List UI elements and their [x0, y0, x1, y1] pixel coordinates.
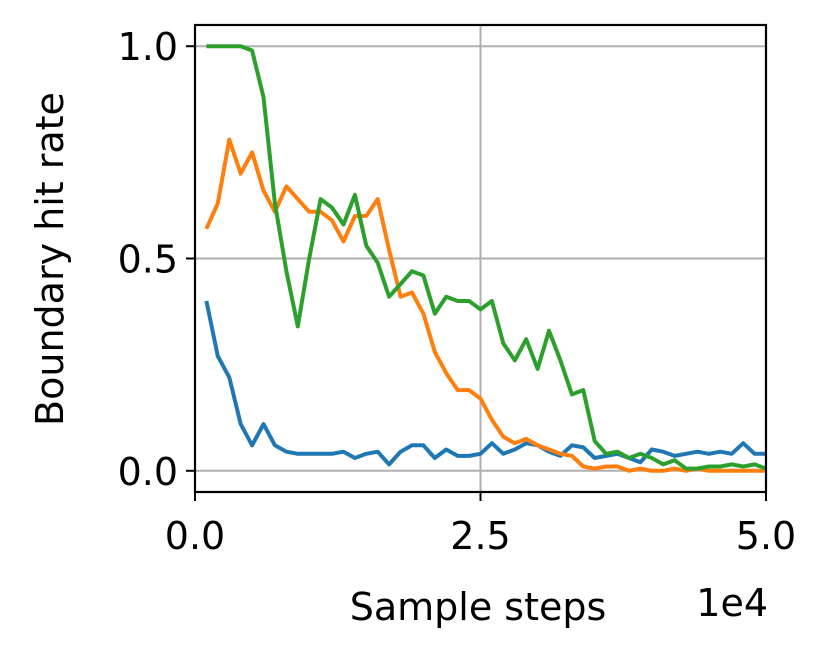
series-line-2: [204, 137, 766, 473]
axis-ticks: 0.0 2.5 5.0 0.0 0.5 1.0: [118, 25, 797, 558]
x-tick-label: 2.5: [450, 514, 510, 558]
y-axis-label: Boundary hit rate: [28, 92, 72, 426]
series-lines: [204, 44, 767, 473]
y-tick-label: 1.0: [118, 25, 178, 69]
x-tick-label: 0.0: [165, 514, 225, 558]
series-line-3: [206, 44, 767, 471]
grid-lines: [194, 25, 767, 492]
y-tick-label: 0.5: [118, 238, 178, 282]
x-tick-label: 5.0: [736, 514, 796, 558]
x-axis-label: Sample steps: [350, 585, 607, 629]
y-tick-label: 0.0: [118, 450, 178, 494]
x-axis-multiplier: 1e4: [696, 581, 768, 625]
series-line-1: [204, 300, 766, 467]
